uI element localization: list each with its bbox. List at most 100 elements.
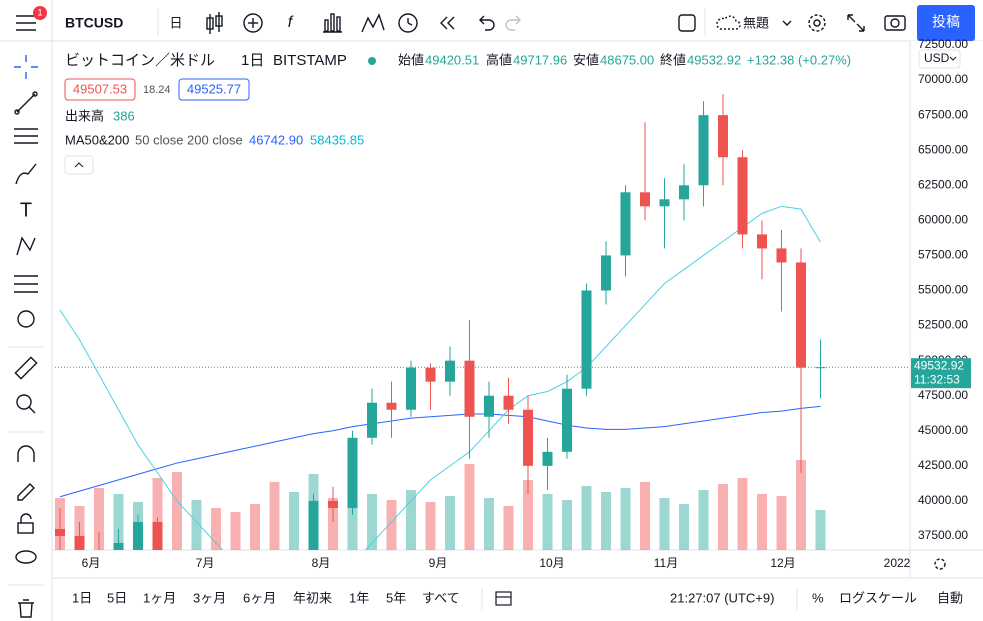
x-tick-label: 7月 — [196, 556, 215, 570]
layout-name[interactable]: 無題 — [743, 15, 769, 30]
volume-bar — [230, 512, 241, 550]
badge — [33, 6, 47, 20]
menu-button[interactable] — [16, 15, 36, 31]
x-tick-label: 11月 — [654, 556, 678, 570]
undo-button[interactable] — [479, 15, 495, 31]
candle-body — [74, 536, 85, 550]
candle-body — [757, 234, 767, 249]
close-label: 終値 — [660, 52, 686, 67]
template-button[interactable] — [323, 13, 342, 33]
volume-value: 386 — [113, 108, 135, 123]
collapse-legend[interactable] — [64, 155, 94, 175]
volume-bar — [679, 504, 689, 550]
range-button[interactable]: 1年 — [349, 590, 369, 605]
compare-button[interactable] — [361, 13, 385, 33]
y-tick-label: 37500.00 — [918, 528, 968, 542]
candle-body — [133, 521, 143, 550]
y-tick-label: 52500.00 — [918, 318, 968, 332]
clock: 21:27:07 (UTC+9) — [670, 590, 774, 605]
range-button[interactable]: 1日 — [72, 590, 92, 605]
draw-mode-tool[interactable] — [17, 483, 35, 501]
fullscreen-toggle[interactable] — [678, 14, 696, 32]
currency-select[interactable] — [918, 49, 961, 69]
candle-body — [308, 500, 319, 550]
brush-tool[interactable] — [15, 163, 37, 185]
range-button[interactable]: 6ヶ月 — [243, 590, 276, 605]
volume-label: 出来高 — [65, 108, 104, 123]
fx-icon[interactable]: f — [288, 14, 294, 31]
interval[interactable]: 日 — [169, 15, 182, 30]
candle-body — [581, 290, 592, 389]
range-button[interactable]: 年初来 — [293, 590, 332, 605]
candle-body — [737, 157, 748, 235]
candle-body — [386, 402, 397, 410]
axis-settings[interactable] — [934, 558, 946, 570]
volume-bar — [328, 498, 338, 550]
cloud-icon[interactable] — [716, 15, 741, 30]
zoom-tool[interactable] — [16, 394, 36, 414]
pattern-tool[interactable] — [16, 236, 36, 256]
alert-button[interactable] — [398, 13, 418, 33]
range-button[interactable]: すべて — [422, 590, 460, 605]
symbol[interactable]: BTCUSD — [65, 15, 123, 31]
volume-bar — [172, 472, 182, 550]
range-button[interactable]: 3ヶ月 — [193, 590, 226, 605]
replay-button[interactable] — [447, 16, 455, 30]
prediction-tool[interactable] — [14, 275, 38, 293]
crosshair-tool[interactable] — [14, 55, 38, 79]
auto-toggle[interactable]: 自動 — [937, 590, 963, 605]
candle-body — [562, 388, 572, 452]
chart-type-button[interactable] — [206, 12, 223, 34]
trash-tool[interactable] — [18, 599, 34, 618]
ruler-tool[interactable] — [14, 356, 38, 380]
y-tick-label: 60000.00 — [918, 213, 968, 227]
y-tick-label: 47500.00 — [918, 388, 968, 402]
indicator-button[interactable] — [243, 13, 263, 33]
emoji-tool[interactable] — [17, 310, 35, 328]
range-button[interactable]: 5日 — [107, 590, 127, 605]
goto-date[interactable] — [495, 591, 512, 606]
publish-button[interactable] — [917, 5, 975, 41]
y-tick-label: 45000.00 — [918, 423, 968, 437]
y-tick-label: 65000.00 — [918, 142, 968, 156]
ma200-value: 46742.90 — [249, 132, 303, 147]
candle-body — [679, 185, 689, 200]
snapshot-button[interactable] — [884, 15, 906, 31]
y-tick-label: 62500.00 — [918, 177, 968, 191]
candle-body — [464, 360, 475, 417]
visibility-tool[interactable] — [15, 550, 37, 564]
x-tick-label: 2022 — [884, 556, 911, 570]
candle-body — [367, 402, 377, 438]
lock-tool[interactable] — [17, 513, 34, 534]
x-tick-label: 8月 — [312, 556, 331, 570]
y-tick-label: 55000.00 — [918, 283, 968, 297]
candle-body — [542, 451, 553, 466]
range-button[interactable]: 1ヶ月 — [143, 590, 176, 605]
range-button[interactable]: 5年 — [386, 590, 406, 605]
x-tick-label: 6月 — [82, 556, 101, 570]
magnet-tool[interactable] — [17, 445, 35, 462]
percent-toggle[interactable]: % — [812, 590, 824, 605]
sell-box[interactable] — [64, 78, 136, 101]
open-label: 始値 — [398, 52, 424, 67]
y-tick-label: 70000.00 — [918, 72, 968, 86]
settings-button[interactable] — [808, 14, 826, 32]
expand-button[interactable] — [847, 14, 865, 32]
y-tick-label: 42500.00 — [918, 458, 968, 472]
price-axis-labels: 37500.00 40000.00 42500.00 45000.00 47500.00… — [918, 37, 968, 542]
symbol-name: ビットコイン／米ドル — [65, 52, 215, 69]
volume-bar — [347, 484, 358, 550]
log-toggle[interactable]: ログスケール — [839, 590, 917, 605]
market-status — [368, 57, 376, 65]
candle-body — [659, 199, 670, 207]
volume-bar — [796, 460, 806, 550]
volume-bar — [211, 508, 221, 550]
low-label: 安値 — [573, 52, 599, 67]
text-tool[interactable]: T — [20, 199, 32, 221]
candle-body — [445, 360, 455, 382]
volume-bar — [698, 490, 709, 550]
fib-tool[interactable] — [14, 128, 38, 144]
trendline-tool[interactable] — [14, 91, 38, 115]
buy-box[interactable] — [178, 78, 250, 101]
